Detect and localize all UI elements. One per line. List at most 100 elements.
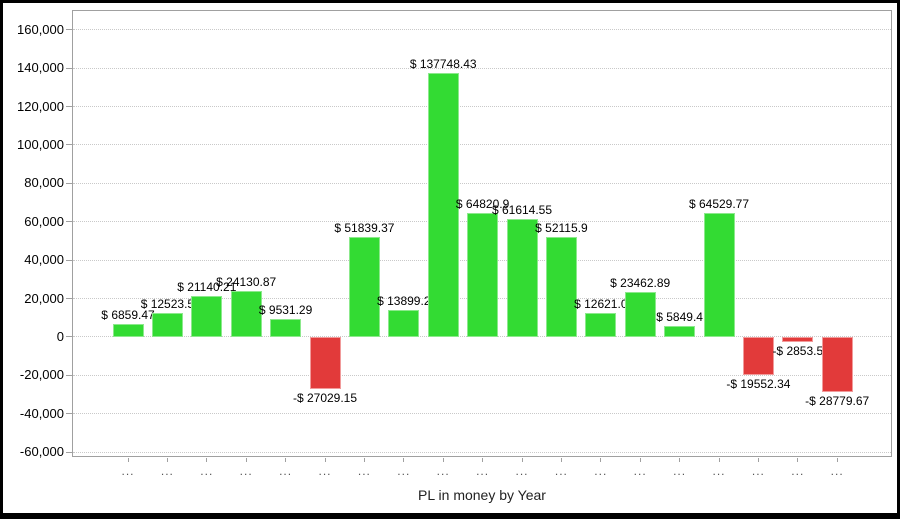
x-axis-tick-label: ... <box>436 464 450 478</box>
bar-positive[interactable] <box>585 312 617 337</box>
x-axis-tick <box>600 458 602 462</box>
y-gridline <box>73 106 891 108</box>
y-gridline <box>73 413 891 415</box>
bar-positive[interactable] <box>112 323 144 337</box>
bar-value-label: $ 9531.29 <box>258 302 313 317</box>
x-axis-tick <box>718 458 720 462</box>
x-axis-tick <box>403 458 405 462</box>
bar-value-label: $ 21140.21 <box>177 280 237 295</box>
bar-positive[interactable] <box>624 291 656 337</box>
y-axis-tick-label: 60,000 <box>24 213 64 229</box>
bar-value-label: $ 51839.37 <box>334 221 395 236</box>
bar-positive[interactable] <box>151 312 183 337</box>
y-axis-tick <box>66 336 72 338</box>
bar-positive[interactable] <box>388 310 420 337</box>
x-axis-title: PL in money by Year <box>418 487 546 503</box>
bar-positive[interactable] <box>191 296 223 337</box>
x-axis-tick <box>836 458 838 462</box>
bar-positive[interactable] <box>545 236 577 337</box>
x-axis-tick <box>166 458 168 462</box>
y-axis-tick-label: -20,000 <box>19 367 64 383</box>
y-gridline <box>73 29 891 31</box>
y-axis-tick <box>66 144 72 146</box>
window-border-right <box>897 0 900 519</box>
x-axis-tick-label: ... <box>712 464 726 478</box>
x-axis-tick-label: ... <box>554 464 568 478</box>
y-gridline <box>73 336 891 338</box>
y-gridline <box>73 374 891 376</box>
x-axis-tick <box>206 458 208 462</box>
bar-positive[interactable] <box>270 318 302 337</box>
bar-positive[interactable] <box>506 218 538 337</box>
y-axis-tick-label: 40,000 <box>24 252 64 268</box>
bar-value-label: $ 24130.87 <box>216 274 277 289</box>
y-axis-tick <box>66 451 72 453</box>
x-axis-tick <box>482 458 484 462</box>
bar-value-label: $ 5849.4 <box>656 309 703 324</box>
x-axis-tick <box>363 458 365 462</box>
bar-positive[interactable] <box>230 290 262 337</box>
y-axis-tick-label: 20,000 <box>24 290 64 306</box>
bar-value-label: $ 12621.0 <box>574 296 628 311</box>
x-axis-tick-label: ... <box>791 464 805 478</box>
bar-positive[interactable] <box>427 72 459 337</box>
y-gridline <box>73 182 891 184</box>
x-axis-tick-label: ... <box>476 464 490 478</box>
y-axis-tick <box>66 29 72 31</box>
window-border-bottom <box>0 513 900 519</box>
y-axis-tick-label: -40,000 <box>19 405 64 421</box>
x-axis-tick-label: ... <box>751 464 765 478</box>
bar-value-label: -$ 2853.5 <box>772 344 824 359</box>
window-border-left <box>0 0 3 519</box>
x-axis-tick <box>521 458 523 462</box>
y-axis-tick-label: 160,000 <box>17 21 64 37</box>
x-axis-tick <box>797 458 799 462</box>
y-axis-tick-label: 80,000 <box>24 175 64 191</box>
bar-value-label: -$ 19552.34 <box>726 376 791 391</box>
x-axis-tick-label: ... <box>200 464 214 478</box>
bar-value-label: $ 61614.55 <box>491 202 553 217</box>
y-axis-tick <box>66 182 72 184</box>
y-gridline <box>73 144 891 146</box>
bar-positive[interactable] <box>703 213 735 337</box>
x-axis-tick-label: ... <box>239 464 253 478</box>
x-axis-tick <box>757 458 759 462</box>
x-axis-tick-label: ... <box>594 464 608 478</box>
bar-value-label: $ 6859.47 <box>101 307 155 322</box>
x-axis-tick-label: ... <box>357 464 371 478</box>
bar-positive[interactable] <box>664 325 696 337</box>
bar-negative[interactable] <box>742 336 774 375</box>
x-axis-tick <box>127 458 129 462</box>
x-axis-tick <box>560 458 562 462</box>
x-axis-tick-label: ... <box>397 464 411 478</box>
x-axis-tick <box>324 458 326 462</box>
bar-value-label: $ 23462.89 <box>610 275 671 290</box>
y-axis-tick <box>66 413 72 415</box>
bar-value-label: -$ 27029.15 <box>292 390 358 405</box>
x-axis-tick <box>442 458 444 462</box>
x-axis-tick <box>639 458 641 462</box>
bar-negative[interactable] <box>821 336 853 393</box>
y-gridline <box>73 451 891 453</box>
y-axis-tick-label: 100,000 <box>17 136 64 152</box>
y-axis-tick <box>66 259 72 261</box>
bar-negative[interactable] <box>309 336 341 389</box>
x-axis-tick-label: ... <box>160 464 174 478</box>
y-axis-tick <box>66 67 72 69</box>
y-axis-tick-label: 0 <box>56 328 64 344</box>
x-axis-tick-label: ... <box>318 464 332 478</box>
bar-positive[interactable] <box>348 237 380 337</box>
bar-value-label: $ 64529.77 <box>688 197 750 212</box>
plot-area <box>72 10 892 457</box>
y-gridline <box>73 67 891 69</box>
x-axis-tick <box>285 458 287 462</box>
bar-negative[interactable] <box>782 336 814 343</box>
bar-value-label: $ 64820.9 <box>455 196 510 211</box>
bar-value-label: $ 12523.5 <box>140 296 195 311</box>
bar-positive[interactable] <box>467 212 499 337</box>
window-border-top <box>0 0 900 3</box>
x-axis-tick-label: ... <box>515 464 529 478</box>
bar-value-label: $ 13899.2 <box>377 294 431 309</box>
x-axis-tick <box>245 458 247 462</box>
